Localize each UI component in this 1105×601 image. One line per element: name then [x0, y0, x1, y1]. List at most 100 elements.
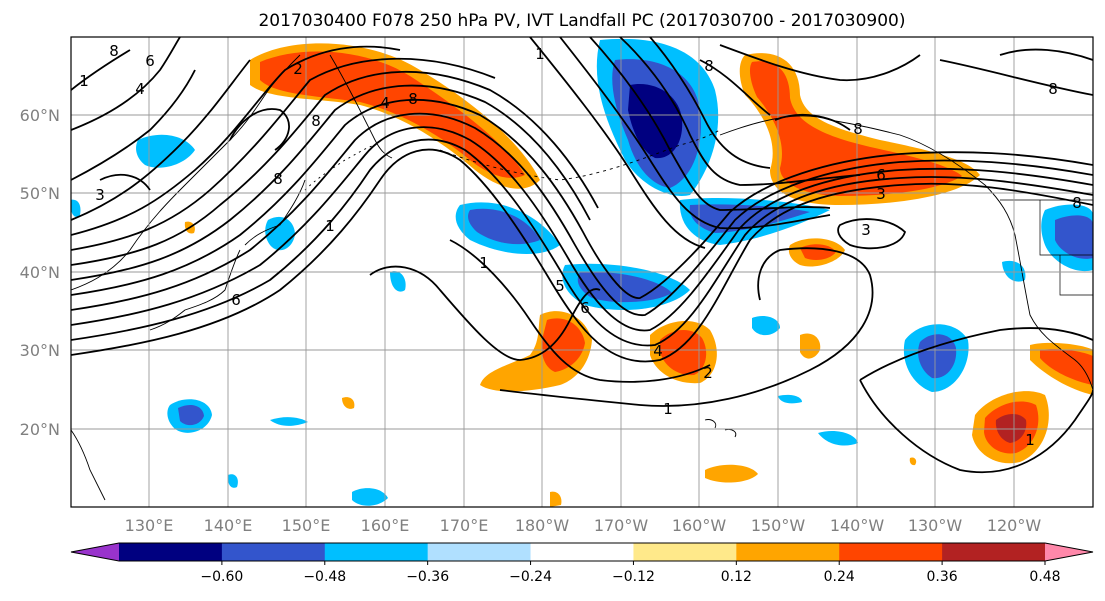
negative-anomaly-region — [778, 394, 802, 404]
lon-label: 130°E — [125, 516, 174, 535]
pv-contour — [229, 108, 290, 151]
colorbar-tick-label: −0.60 — [200, 569, 243, 585]
lon-label: 170°W — [594, 516, 649, 535]
lon-label: 160°E — [361, 516, 410, 535]
pv-contour — [999, 48, 1093, 61]
pv-contour — [71, 37, 181, 131]
pv-contour — [449, 239, 711, 383]
lon-label: 140°W — [830, 516, 885, 535]
contour-label: 4 — [653, 342, 663, 360]
lon-label: 180°W — [515, 516, 570, 535]
lat-label: 20°N — [20, 420, 60, 439]
contour-labels: 2 4 8 8 3 6 8 1 1 5 6 4 2 1 3 6 3 1 8 8 — [79, 42, 1082, 449]
contour-label: 8 — [853, 120, 863, 138]
lat-label: 50°N — [20, 184, 60, 203]
pv-contour — [559, 37, 831, 230]
pv-contour — [719, 44, 921, 82]
lon-label: 140°E — [204, 516, 253, 535]
contour-label: 3 — [876, 185, 886, 203]
positive-anomaly-region — [705, 464, 758, 483]
colorbar-tick-label: −0.48 — [303, 569, 346, 585]
kuril-islands — [304, 144, 376, 191]
figure-title: 2017030400 F078 250 hPa PV, IVT Landfall… — [258, 11, 905, 31]
contour-label: 6 — [145, 52, 155, 70]
contour-label: 8 — [1048, 80, 1058, 98]
contour-label: 8 — [273, 170, 283, 188]
positive-anomaly-region — [800, 333, 821, 359]
contour-label: 1 — [663, 400, 673, 418]
lon-label: 130°W — [908, 516, 963, 535]
colorbar-bin — [324, 543, 429, 561]
contour-label: 4 — [135, 80, 145, 98]
contour-label: 5 — [555, 277, 565, 295]
pv-contour — [71, 57, 496, 251]
contour-label: 6 — [876, 166, 886, 184]
lon-label: 150°W — [751, 516, 806, 535]
colorbar-extend-max — [1045, 543, 1093, 561]
negative-anomaly-region — [136, 134, 195, 168]
pv-contour — [649, 37, 771, 169]
colorbar-tick-label: −0.12 — [612, 569, 655, 585]
pv-contour — [71, 59, 251, 221]
positive-anomaly-region — [909, 457, 917, 466]
map-frame — [70, 36, 1094, 508]
contour-label: 8 — [1072, 194, 1082, 212]
latitude-labels: 60°N 50°N 40°N 30°N 20°N — [20, 106, 60, 439]
philippines-coastline — [71, 429, 106, 501]
colorbar-tick-label: 0.36 — [927, 569, 958, 585]
pv-contour — [71, 84, 591, 281]
map-panel: 2 4 8 8 3 6 8 1 1 5 6 4 2 1 3 6 3 1 8 8 — [70, 36, 1094, 508]
contour-label: 1 — [479, 254, 489, 272]
contour-label: 8 — [109, 42, 119, 60]
pv-contour — [619, 37, 861, 186]
contour-label: 1 — [325, 217, 335, 235]
pv-contour — [837, 218, 907, 250]
longitude-labels: 130°E 140°E 150°E 160°E 170°E 180°W 170°… — [125, 516, 1042, 535]
pv-contour — [369, 265, 601, 361]
contour-label: 3 — [861, 221, 871, 239]
colorbar-bin — [736, 543, 840, 561]
lat-label: 30°N — [20, 341, 60, 360]
pv-contour — [529, 37, 706, 249]
colorbar-tick-label: 0.24 — [824, 569, 855, 585]
negative-anomaly-region — [918, 334, 957, 379]
negative-anomaly-region — [178, 404, 204, 426]
positive-anomaly-region — [995, 414, 1027, 443]
contour-label: 1 — [1025, 431, 1035, 449]
positive-anomaly-region — [541, 318, 585, 372]
lon-label: 120°W — [987, 516, 1042, 535]
contour-label: 6 — [580, 299, 590, 317]
colorbar-bin — [119, 543, 223, 561]
negative-anomaly-region — [390, 271, 406, 292]
hawaii-islands — [704, 419, 737, 438]
pv-contour — [699, 59, 771, 116]
pv-contours — [71, 37, 1093, 474]
pv-contour — [499, 247, 874, 407]
contour-label: 1 — [79, 72, 89, 90]
us-canada-border — [1000, 199, 1093, 296]
colorbar-tick-label: 0.12 — [721, 569, 752, 585]
lon-label: 170°E — [440, 516, 489, 535]
negative-anomaly-region — [1055, 215, 1093, 259]
pv-contour — [71, 45, 401, 236]
contour-label: 2 — [703, 364, 713, 382]
colorbar-bin — [221, 543, 326, 561]
colorbar: −0.60 −0.48 −0.36 −0.24 −0.12 0.12 0.24 0.36 0.4… — [70, 542, 1094, 585]
positive-anomaly-region — [1040, 349, 1093, 385]
colorbar-bin — [427, 543, 532, 561]
pv-contour — [71, 49, 131, 91]
lat-label: 40°N — [20, 263, 60, 282]
negative-anomaly-region — [71, 199, 81, 217]
colorbar-tick-label: −0.36 — [406, 569, 449, 585]
negative-anomaly-region — [352, 488, 388, 506]
pv-contour — [589, 37, 831, 211]
positive-anomaly-region — [660, 329, 707, 376]
lat-label: 60°N — [20, 106, 60, 125]
pv-contour — [71, 69, 196, 181]
negative-anomaly-region — [270, 417, 308, 426]
contour-label: 4 — [380, 94, 390, 112]
pv-contour — [71, 98, 1093, 299]
negative-anomaly-region — [227, 474, 238, 488]
positive-anomaly-region — [550, 491, 562, 507]
pv-contour — [99, 173, 151, 191]
